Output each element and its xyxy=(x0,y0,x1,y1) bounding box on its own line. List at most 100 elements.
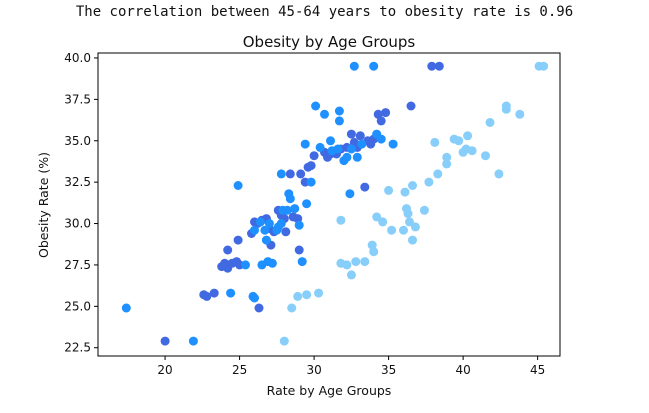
y-tick-label-2: 27.5 xyxy=(64,258,91,272)
scatter-point-s2-16 xyxy=(387,225,397,235)
scatter-point-s1-13 xyxy=(264,219,274,228)
scatter-point-s1-20 xyxy=(282,205,292,215)
scatter-point-s2-30 xyxy=(442,152,452,162)
scatter-point-s2-23 xyxy=(408,235,417,245)
scatter-point-s1-34 xyxy=(333,144,343,154)
y-tick-label-3: 30.0 xyxy=(64,217,91,231)
scatter-point-s2-39 xyxy=(494,169,504,179)
scatter-point-s0-32 xyxy=(306,161,316,171)
scatter-point-s2-25 xyxy=(419,205,429,215)
scatter-point-s1-23 xyxy=(290,204,300,214)
scatter-point-s1-39 xyxy=(345,189,355,199)
scatter-point-s2-17 xyxy=(399,225,408,235)
scatter-point-s1-41 xyxy=(349,61,359,71)
scatter-point-s1-38 xyxy=(342,152,352,162)
scatter-point-s2-20 xyxy=(403,209,413,219)
x-tick-label-0: 20 xyxy=(157,363,172,377)
y-tick-label-5: 35.0 xyxy=(64,134,91,148)
scatter-point-s2-2 xyxy=(293,291,303,301)
scatter-point-s1-17 xyxy=(276,219,286,228)
scatter-point-s2-10 xyxy=(360,257,370,267)
scatter-point-s2-14 xyxy=(378,217,388,227)
scatter-point-s2-22 xyxy=(408,181,417,190)
points-layer xyxy=(121,61,549,346)
scatter-point-s2-0 xyxy=(279,336,289,346)
scatter-point-s0-15 xyxy=(254,303,264,313)
x-tick-label-2: 30 xyxy=(306,363,321,377)
scatter-point-s1-42 xyxy=(352,152,362,162)
scatter-point-s1-47 xyxy=(388,139,398,149)
x-tick-label-3: 35 xyxy=(381,363,396,377)
scatter-point-s1-2 xyxy=(226,288,236,298)
scatter-point-s2-1 xyxy=(287,303,297,313)
x-tick-label-1: 25 xyxy=(232,363,247,377)
x-tick-label-4: 40 xyxy=(455,363,470,377)
scatter-point-s1-8 xyxy=(255,217,265,227)
scatter-point-s1-27 xyxy=(302,199,312,209)
chart-title: Obesity by Age Groups xyxy=(243,33,416,51)
scatter-point-s2-41 xyxy=(501,104,511,114)
scatter-point-s0-3 xyxy=(209,288,219,298)
scatter-point-s2-32 xyxy=(454,136,464,146)
x-tick-label-5: 45 xyxy=(530,363,545,377)
scatter-point-s2-27 xyxy=(430,137,440,147)
y-tick-label-4: 32.5 xyxy=(64,175,91,189)
scatter-point-s2-21 xyxy=(405,217,414,227)
scatter-point-s1-32 xyxy=(326,136,335,146)
scatter-point-s2-44 xyxy=(539,61,549,71)
y-tick-label-7: 40.0 xyxy=(64,51,91,65)
scatter-point-s2-28 xyxy=(433,169,443,179)
scatter-point-s1-3 xyxy=(233,181,243,190)
scatter-point-s1-26 xyxy=(300,139,310,149)
scatter-point-s2-35 xyxy=(463,131,473,141)
scatter-point-s1-7 xyxy=(250,225,259,235)
scatter-point-s2-37 xyxy=(481,151,490,161)
scatter-point-s2-15 xyxy=(384,185,394,195)
scatter-point-s1-1 xyxy=(188,336,198,346)
scatter-point-s2-18 xyxy=(400,187,410,197)
cell-output-text: The correlation between 45-64 years to o… xyxy=(75,4,574,20)
scatter-point-s2-24 xyxy=(410,222,420,232)
scatter-point-s0-29 xyxy=(296,169,306,179)
scatter-point-s0-53 xyxy=(434,61,444,71)
scatter-point-s1-28 xyxy=(306,177,316,187)
scatter-point-s2-36 xyxy=(467,146,477,156)
scatter-point-s0-28 xyxy=(294,245,304,255)
scatter-point-s2-6 xyxy=(336,215,346,225)
scatter-point-s1-4 xyxy=(241,260,250,270)
scatter-point-s1-24 xyxy=(294,220,304,230)
scatter-point-s1-0 xyxy=(121,303,131,313)
scatter-point-s2-26 xyxy=(424,177,434,187)
scatter-point-s2-4 xyxy=(314,288,324,298)
scatter-point-s2-12 xyxy=(369,247,379,257)
scatter-point-s1-44 xyxy=(369,61,379,71)
scatter-point-s1-36 xyxy=(334,116,344,126)
scatter-point-s0-49 xyxy=(376,116,386,126)
scatter-point-s0-24 xyxy=(281,227,291,237)
scatter-point-s1-18 xyxy=(276,169,286,179)
scatter-point-s1-30 xyxy=(315,142,325,152)
scatter-point-s0-50 xyxy=(381,108,391,118)
x-ticks: 20 25 30 35 40 45 xyxy=(157,356,545,377)
y-tick-label-0: 22.5 xyxy=(64,341,91,355)
scatter-point-s2-7 xyxy=(342,260,352,270)
scatter-point-s2-29 xyxy=(442,159,452,169)
scatter-point-s1-46 xyxy=(376,134,386,144)
plot-frame xyxy=(97,52,561,357)
scatter-point-s1-29 xyxy=(311,101,321,111)
scatter-point-s0-10 xyxy=(233,235,243,245)
scatter-point-s1-10 xyxy=(260,225,270,235)
scatter-point-s2-13 xyxy=(372,212,382,222)
scatter-point-s0-52 xyxy=(427,61,437,71)
y-ticks: 22.5 25.0 27.5 30.0 32.5 35.0 37.5 40.0 xyxy=(64,51,98,355)
scatter-point-s1-11 xyxy=(261,235,271,245)
scatter-point-s2-42 xyxy=(515,109,525,119)
scatter-point-s1-40 xyxy=(346,144,356,154)
scatter-point-s0-51 xyxy=(406,101,416,111)
scatter-point-s0-6 xyxy=(223,245,233,255)
scatter-point-s0-33 xyxy=(309,151,319,161)
scatter-point-s0-25 xyxy=(285,169,295,179)
x-axis-label: Rate by Age Groups xyxy=(267,383,392,398)
y-tick-label-1: 25.0 xyxy=(64,299,91,313)
